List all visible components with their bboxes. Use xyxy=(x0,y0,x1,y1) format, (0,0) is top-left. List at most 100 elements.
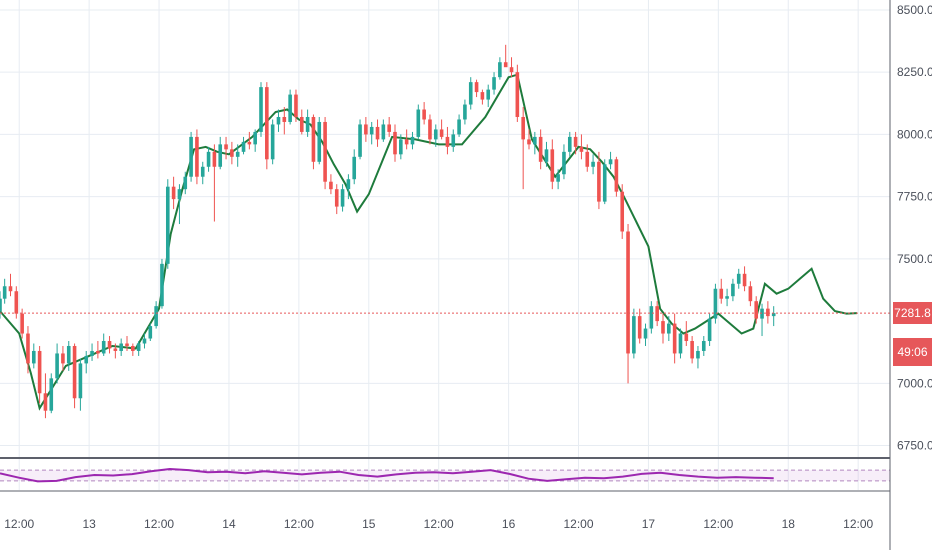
candle-body xyxy=(369,126,374,135)
candle-body xyxy=(334,189,339,207)
candle-body xyxy=(49,378,54,411)
candle-body xyxy=(742,273,747,287)
time-tick-label: 12:00 xyxy=(4,517,34,531)
price-tick-label: 7750.0 xyxy=(897,190,932,204)
price-tick-label: 8250.0 xyxy=(897,65,932,79)
candle-body xyxy=(661,321,665,334)
candle-body xyxy=(66,345,71,364)
candle-body xyxy=(131,345,135,351)
time-tick-label: 17 xyxy=(642,517,656,531)
candle-body xyxy=(637,316,642,339)
candle-body xyxy=(387,124,391,132)
candle-body xyxy=(667,323,671,334)
candle-body xyxy=(620,191,625,232)
candle-body xyxy=(171,186,176,200)
candle-body xyxy=(643,328,648,339)
candle-body xyxy=(393,131,397,155)
candle-body xyxy=(573,136,578,147)
candle-body xyxy=(276,116,281,125)
candle-body xyxy=(725,296,729,299)
candle-body xyxy=(678,333,683,354)
candle-body xyxy=(585,151,590,167)
candle-body xyxy=(538,136,543,162)
rsi-band-fill xyxy=(0,470,890,481)
candle-body xyxy=(119,343,123,351)
candle-body xyxy=(125,343,129,346)
candle-body xyxy=(299,116,304,132)
candle-body xyxy=(544,149,549,162)
price-tick-label: 8500.0 xyxy=(897,3,932,17)
candle-body xyxy=(241,141,246,152)
time-tick-label: 12:00 xyxy=(843,517,873,531)
candle-body xyxy=(672,323,677,354)
candle-body xyxy=(416,109,421,137)
time-tick-label: 12:00 xyxy=(703,517,733,531)
candle-body xyxy=(445,136,450,147)
candle-body xyxy=(78,363,83,399)
candle-body xyxy=(748,286,753,302)
candle-body xyxy=(61,353,65,364)
candle-body xyxy=(719,288,724,299)
candle-countdown-label: 49:06 xyxy=(893,338,932,366)
candle-body xyxy=(375,126,380,140)
candle-body xyxy=(177,189,182,200)
moving-average-group xyxy=(0,73,858,411)
candle-body xyxy=(468,82,473,105)
candle-body xyxy=(399,139,403,155)
candle-body xyxy=(247,141,252,145)
candle-body xyxy=(439,129,444,137)
candle-body xyxy=(8,286,13,292)
candle-body xyxy=(136,343,141,351)
candle-body xyxy=(160,263,164,307)
candle-body xyxy=(0,298,2,312)
candle-body xyxy=(253,131,257,145)
candle-body xyxy=(463,104,467,120)
candle-body xyxy=(684,333,689,342)
candle-body xyxy=(707,318,712,342)
candle-body xyxy=(329,181,333,190)
candle-body xyxy=(480,92,485,100)
candle-body xyxy=(498,62,502,78)
candle-body xyxy=(428,119,432,140)
candle-body xyxy=(410,136,415,145)
price-tick-label: 8000.0 xyxy=(897,127,932,141)
candle-body xyxy=(259,87,263,132)
candle-body xyxy=(55,353,59,379)
candle-body xyxy=(323,121,327,182)
candle-body xyxy=(282,116,287,122)
candle-body xyxy=(591,161,595,167)
candle-body xyxy=(713,288,718,319)
candle-body xyxy=(96,350,100,354)
time-tick-label: 14 xyxy=(222,517,236,531)
candle-body xyxy=(579,146,584,152)
candle-body xyxy=(183,176,188,190)
candle-body xyxy=(235,151,240,157)
time-tick-label: 13 xyxy=(82,517,96,531)
candle-body xyxy=(265,87,269,160)
candle-body xyxy=(509,67,514,73)
time-tick-label: 12:00 xyxy=(564,517,594,531)
candle-body xyxy=(72,345,77,399)
candle-body xyxy=(527,139,531,145)
moving-average-line xyxy=(0,73,858,411)
candle-body xyxy=(474,82,479,93)
candle-body xyxy=(305,116,310,132)
candle-body xyxy=(556,174,560,182)
candle-body xyxy=(352,156,357,180)
candle-body xyxy=(521,116,525,140)
candle-body xyxy=(533,136,537,145)
candle-body xyxy=(451,134,456,147)
candle-body xyxy=(311,116,316,162)
candle-body xyxy=(206,151,211,167)
candle-body xyxy=(602,164,607,202)
grid-lines xyxy=(0,0,890,490)
candle-body xyxy=(288,94,292,122)
candle-body xyxy=(492,77,496,90)
candle-body xyxy=(218,144,223,167)
candle-body xyxy=(26,333,30,364)
last-price-label: 7281.8 xyxy=(893,302,932,324)
candle-body xyxy=(84,355,89,364)
candle-body xyxy=(736,273,741,284)
